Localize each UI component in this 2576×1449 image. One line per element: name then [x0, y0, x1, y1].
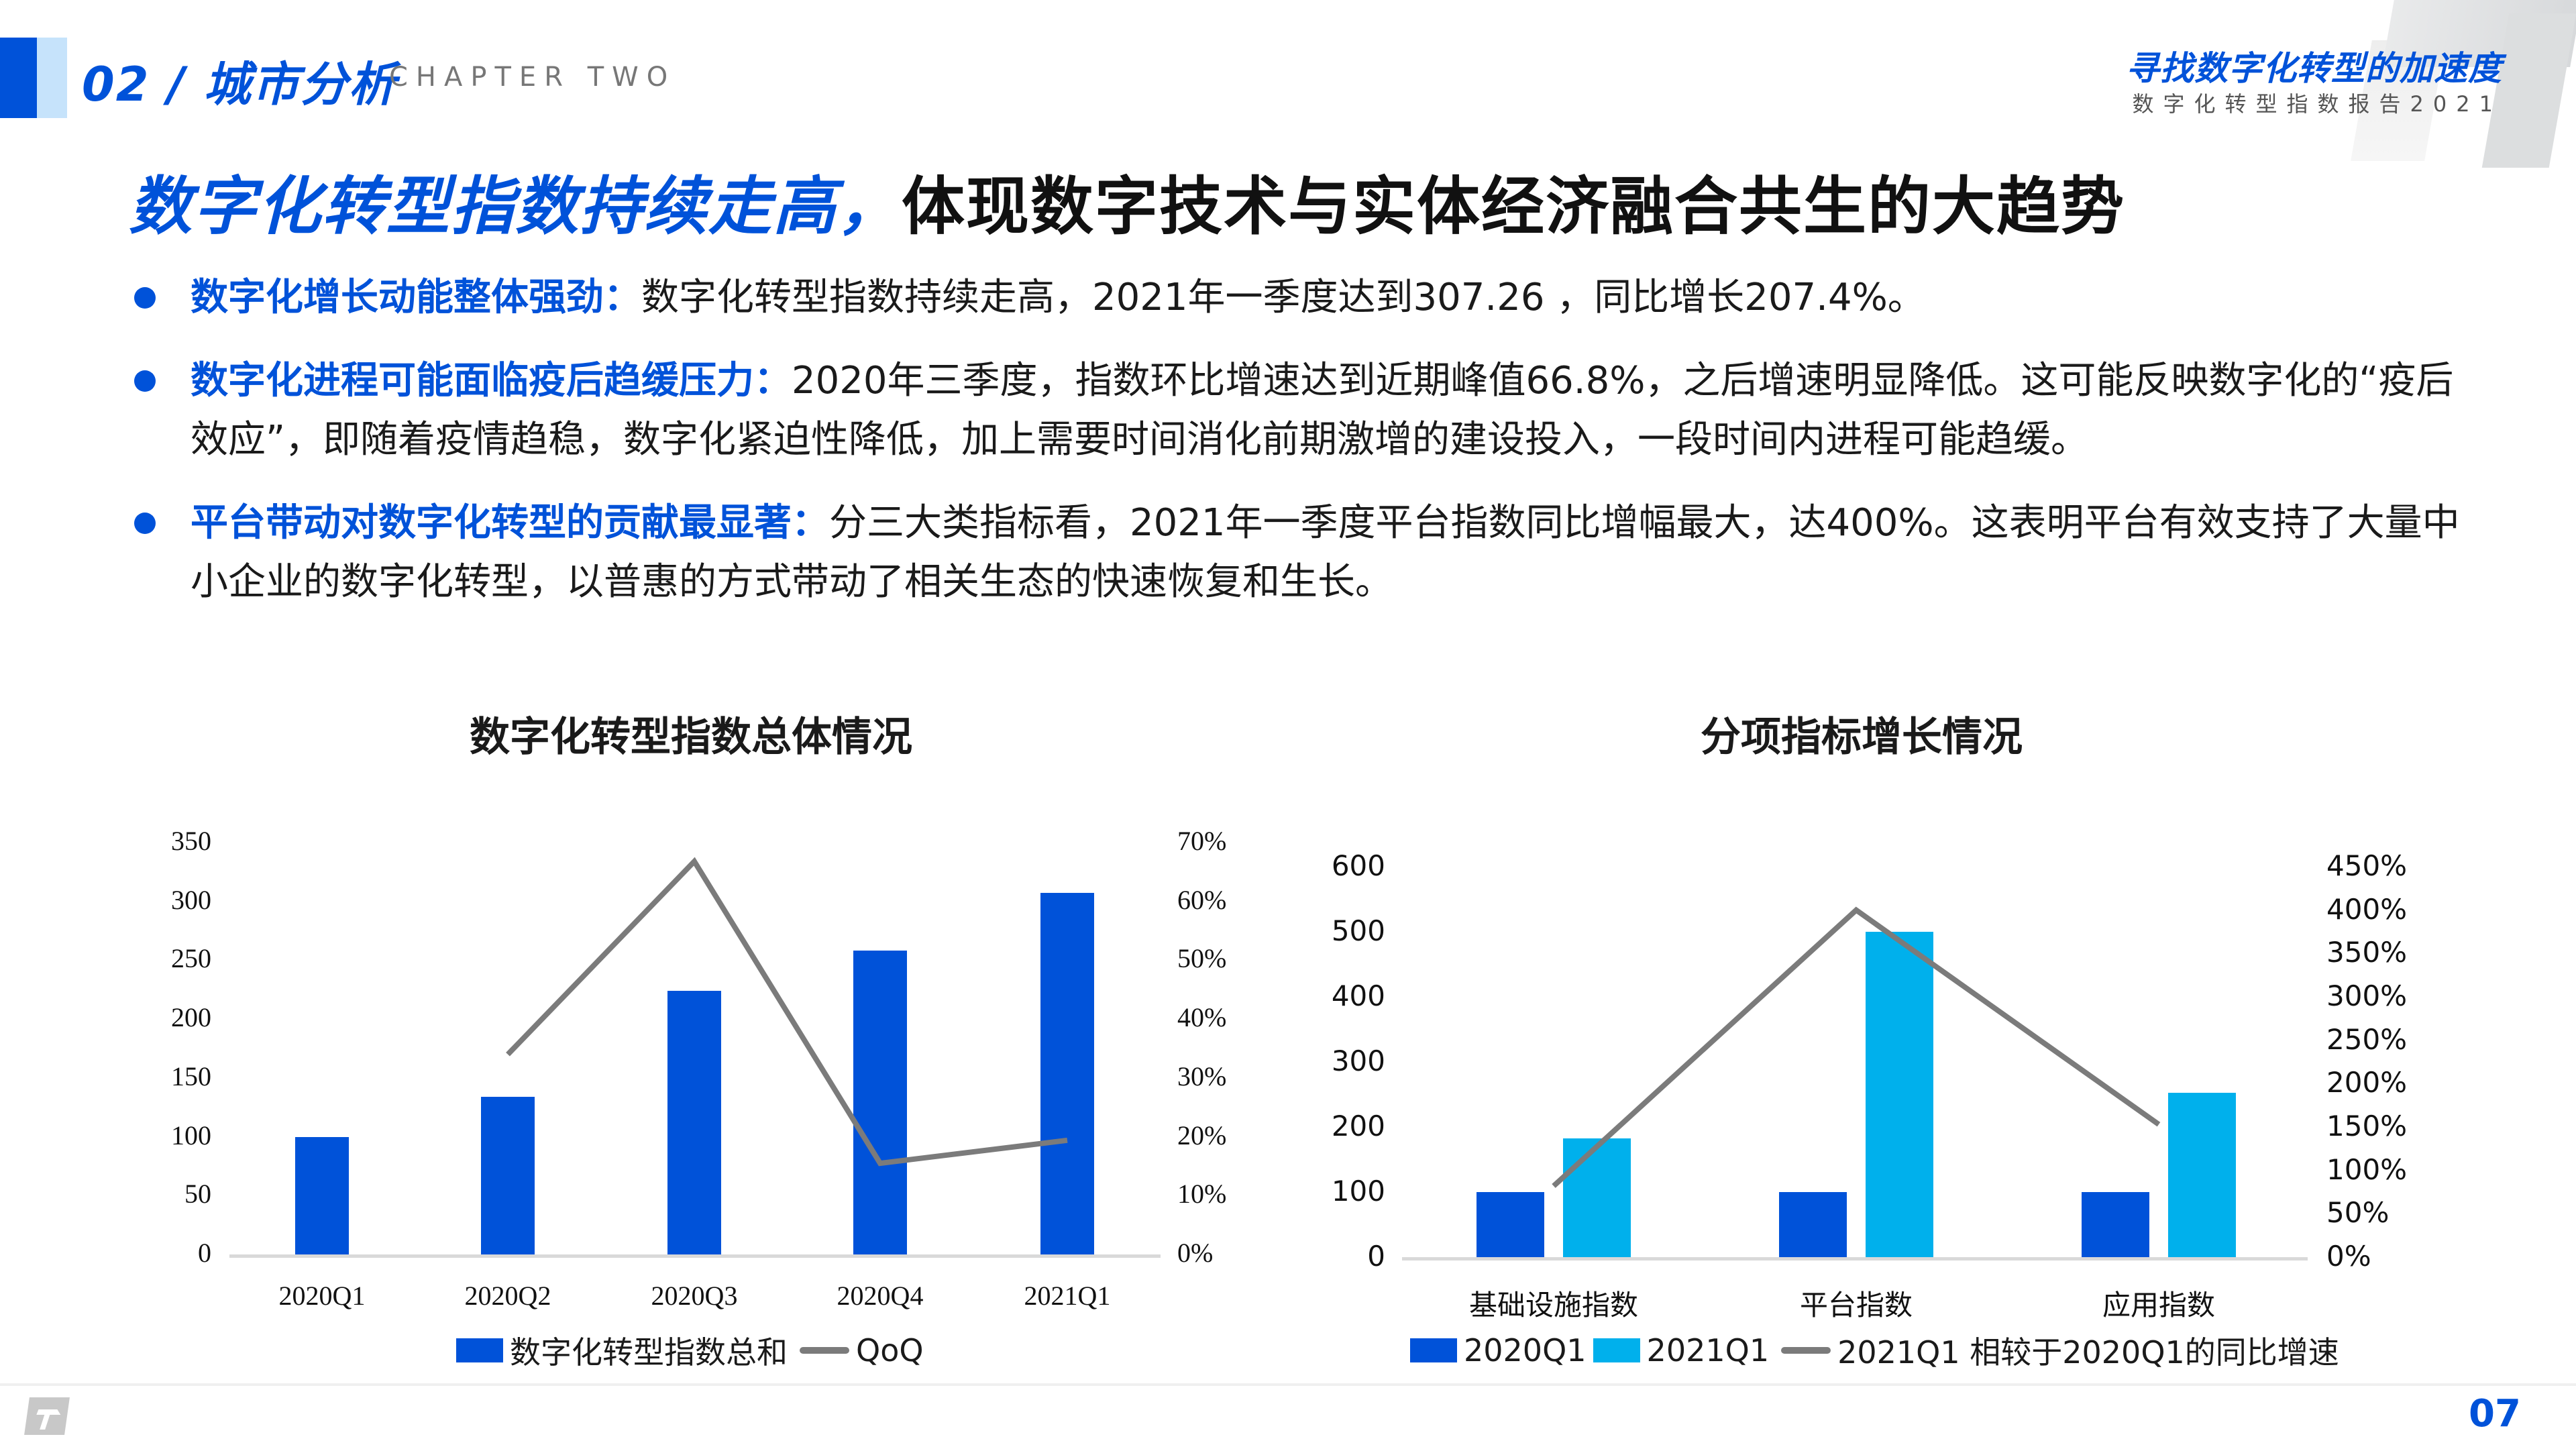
chart-bar	[853, 951, 907, 1254]
y-axis-left-tick: 600	[1331, 849, 1385, 882]
chart-bar	[667, 991, 721, 1254]
y-axis-right-tick: 50%	[2326, 1196, 2390, 1230]
chart-bar	[295, 1136, 349, 1254]
bullet-text: 数字化转型指数持续走高，2021年一季度达到307.26 ，同比增长207.4%…	[641, 276, 1925, 319]
y-axis-right-tick: 100%	[2326, 1152, 2408, 1186]
x-axis-category-label: 2020Q1	[278, 1281, 366, 1311]
y-axis-left-tick: 0	[198, 1238, 211, 1268]
x-axis-line	[229, 1254, 1161, 1258]
y-axis-right-tick: 0%	[2326, 1240, 2371, 1273]
chart-legend-overall: 数字化转型指数总和 QoQ	[456, 1328, 930, 1373]
y-axis-right-tick: 300%	[2326, 979, 2408, 1012]
x-axis-category-label: 应用指数	[2102, 1289, 2216, 1322]
x-axis-category-label: 2021Q1	[1024, 1281, 1111, 1311]
y-axis-right-tick: 250%	[2326, 1022, 2408, 1056]
bullet-item: 数字化进程可能面临疫后趋缓压力：2020年三季度，指数环比增速达到近期峰值66.…	[134, 352, 2469, 470]
y-axis-right-tick: 350%	[2326, 936, 2408, 969]
y-axis-right-tick: 40%	[1177, 1002, 1227, 1033]
x-axis-category-label: 基础设施指数	[1468, 1289, 1639, 1322]
legend-swatch-bar	[1593, 1338, 1640, 1362]
x-axis-category-label: 2020Q3	[651, 1281, 738, 1311]
chart-title-subindex: 分项指标增长情况	[1701, 714, 2023, 761]
y-axis-left-tick: 100	[171, 1120, 211, 1150]
legend-swatch-line	[1781, 1347, 1831, 1354]
legend-label: 2021Q1	[1646, 1332, 1770, 1368]
chart-bar	[1563, 1138, 1631, 1257]
legend-swatch-bar	[1410, 1338, 1457, 1362]
legend-label: QoQ	[856, 1332, 924, 1368]
bullet-lead: 数字化进程可能面临疫后趋缓压力：	[191, 359, 792, 402]
x-axis-category-label: 2020Q2	[464, 1281, 551, 1311]
y-axis-left-tick: 150	[171, 1061, 211, 1091]
legend-swatch-bar	[456, 1338, 503, 1362]
y-axis-left-tick: 200	[1331, 1110, 1385, 1142]
y-axis-left-tick: 300	[1331, 1044, 1385, 1077]
bullet-dot-icon	[134, 513, 156, 534]
chart-title-overall: 数字化转型指数总体情况	[470, 714, 912, 761]
chart-bar	[1779, 1192, 1847, 1257]
report-title: 寻找数字化转型的加速度	[2126, 49, 2502, 88]
y-axis-right-tick: 200%	[2326, 1066, 2408, 1099]
y-axis-left-tick: 0	[1367, 1240, 1385, 1273]
x-axis-line	[1402, 1257, 2308, 1260]
chart-bar	[1040, 892, 1094, 1254]
y-axis-right-tick: 50%	[1177, 943, 1227, 974]
chart-bar	[481, 1096, 535, 1254]
legend-label: 2020Q1	[1464, 1332, 1587, 1368]
y-axis-left-tick: 350	[171, 826, 211, 856]
chapter-title: 02 / 城市分析	[82, 57, 397, 112]
bullet-text: 2020年三季度，指数环比增速达到近期峰值66.8%，之后增速明显降低。这可能反…	[191, 359, 2454, 462]
chapter-label-en: CHAPTER TWO	[389, 62, 676, 93]
footer-divider	[0, 1383, 2576, 1386]
chart-bar	[2082, 1192, 2149, 1257]
y-axis-right-tick: 0%	[1177, 1238, 1214, 1268]
legend-swatch-line	[800, 1347, 849, 1354]
y-axis-right-tick: 20%	[1177, 1120, 1227, 1150]
x-axis-category-label: 2020Q4	[837, 1281, 924, 1311]
y-axis-right-tick: 30%	[1177, 1061, 1227, 1091]
legend-label: 2021Q1 相较于2020Q1的同比增速	[1837, 1334, 2339, 1371]
y-axis-right-tick: 60%	[1177, 884, 1227, 915]
y-axis-left-tick: 200	[171, 1002, 211, 1033]
legend-label: 数字化转型指数总和	[510, 1334, 788, 1371]
y-axis-left-tick: 500	[1331, 914, 1385, 947]
chart-bar	[2168, 1092, 2236, 1257]
y-axis-right-tick: 10%	[1177, 1179, 1227, 1210]
header-accent-dark	[0, 38, 37, 118]
y-axis-left-tick: 400	[1331, 979, 1385, 1012]
page-number: 07	[2469, 1392, 2521, 1436]
y-axis-right-tick: 70%	[1177, 826, 1227, 856]
bullet-list: 数字化增长动能整体强劲：数字化转型指数持续走高，2021年一季度达到307.26…	[134, 268, 2469, 636]
bullet-dot-icon	[134, 370, 156, 392]
bullet-item: 数字化增长动能整体强劲：数字化转型指数持续走高，2021年一季度达到307.26…	[134, 268, 2469, 327]
page-title: 数字化转型指数持续走高，体现数字技术与实体经济融合共生的大趋势	[129, 156, 2125, 247]
bullet-lead: 平台带动对数字化转型的贡献最显著：	[191, 501, 829, 545]
chart-subindex-growth: 0 100 200 300 400 500 600 0% 50% 100% 150% 200% 250%…	[1331, 849, 2408, 1322]
header-accent-light	[37, 38, 67, 118]
y-axis-right-tick: 150%	[2326, 1110, 2408, 1142]
chart-legend-subindex: 2020Q1 2021Q1 2021Q1 相较于2020Q1的同比增速	[1410, 1328, 2346, 1373]
y-axis-right-tick: 400%	[2326, 892, 2408, 926]
y-axis-left-tick: 300	[171, 884, 211, 915]
chart-bar	[1477, 1192, 1544, 1257]
chart-bar	[1866, 932, 1933, 1257]
y-axis-left-tick: 50	[184, 1179, 211, 1210]
page-title-highlight: 数字化转型指数持续走高，	[129, 170, 902, 244]
x-axis-category-label: 平台指数	[1799, 1289, 1913, 1322]
report-subtitle: 数字化转型指数报告2021	[2132, 91, 2502, 117]
y-axis-left-tick: 250	[171, 943, 211, 974]
chart-overall-index: 0 50 100 150 200 250 300 350 0% 10% 20% 30% 40% 50% 60…	[0, 0, 1288, 1382]
bullet-text: 分三大类指标看，2021年一季度平台指数同比增幅最大，达400%。这表明平台有效…	[191, 501, 2460, 604]
y-axis-left-tick: 100	[1331, 1175, 1385, 1208]
bullet-item: 平台带动对数字化转型的贡献最显著：分三大类指标看，2021年一季度平台指数同比增…	[134, 494, 2469, 612]
y-axis-right-tick: 450%	[2326, 849, 2408, 882]
bullet-dot-icon	[134, 287, 156, 309]
t-logo-icon	[24, 1397, 70, 1435]
page-title-rest: 体现数字技术与实体经济融合共生的大趋势	[902, 170, 2126, 244]
bullet-lead: 数字化增长动能整体强劲：	[191, 276, 641, 319]
